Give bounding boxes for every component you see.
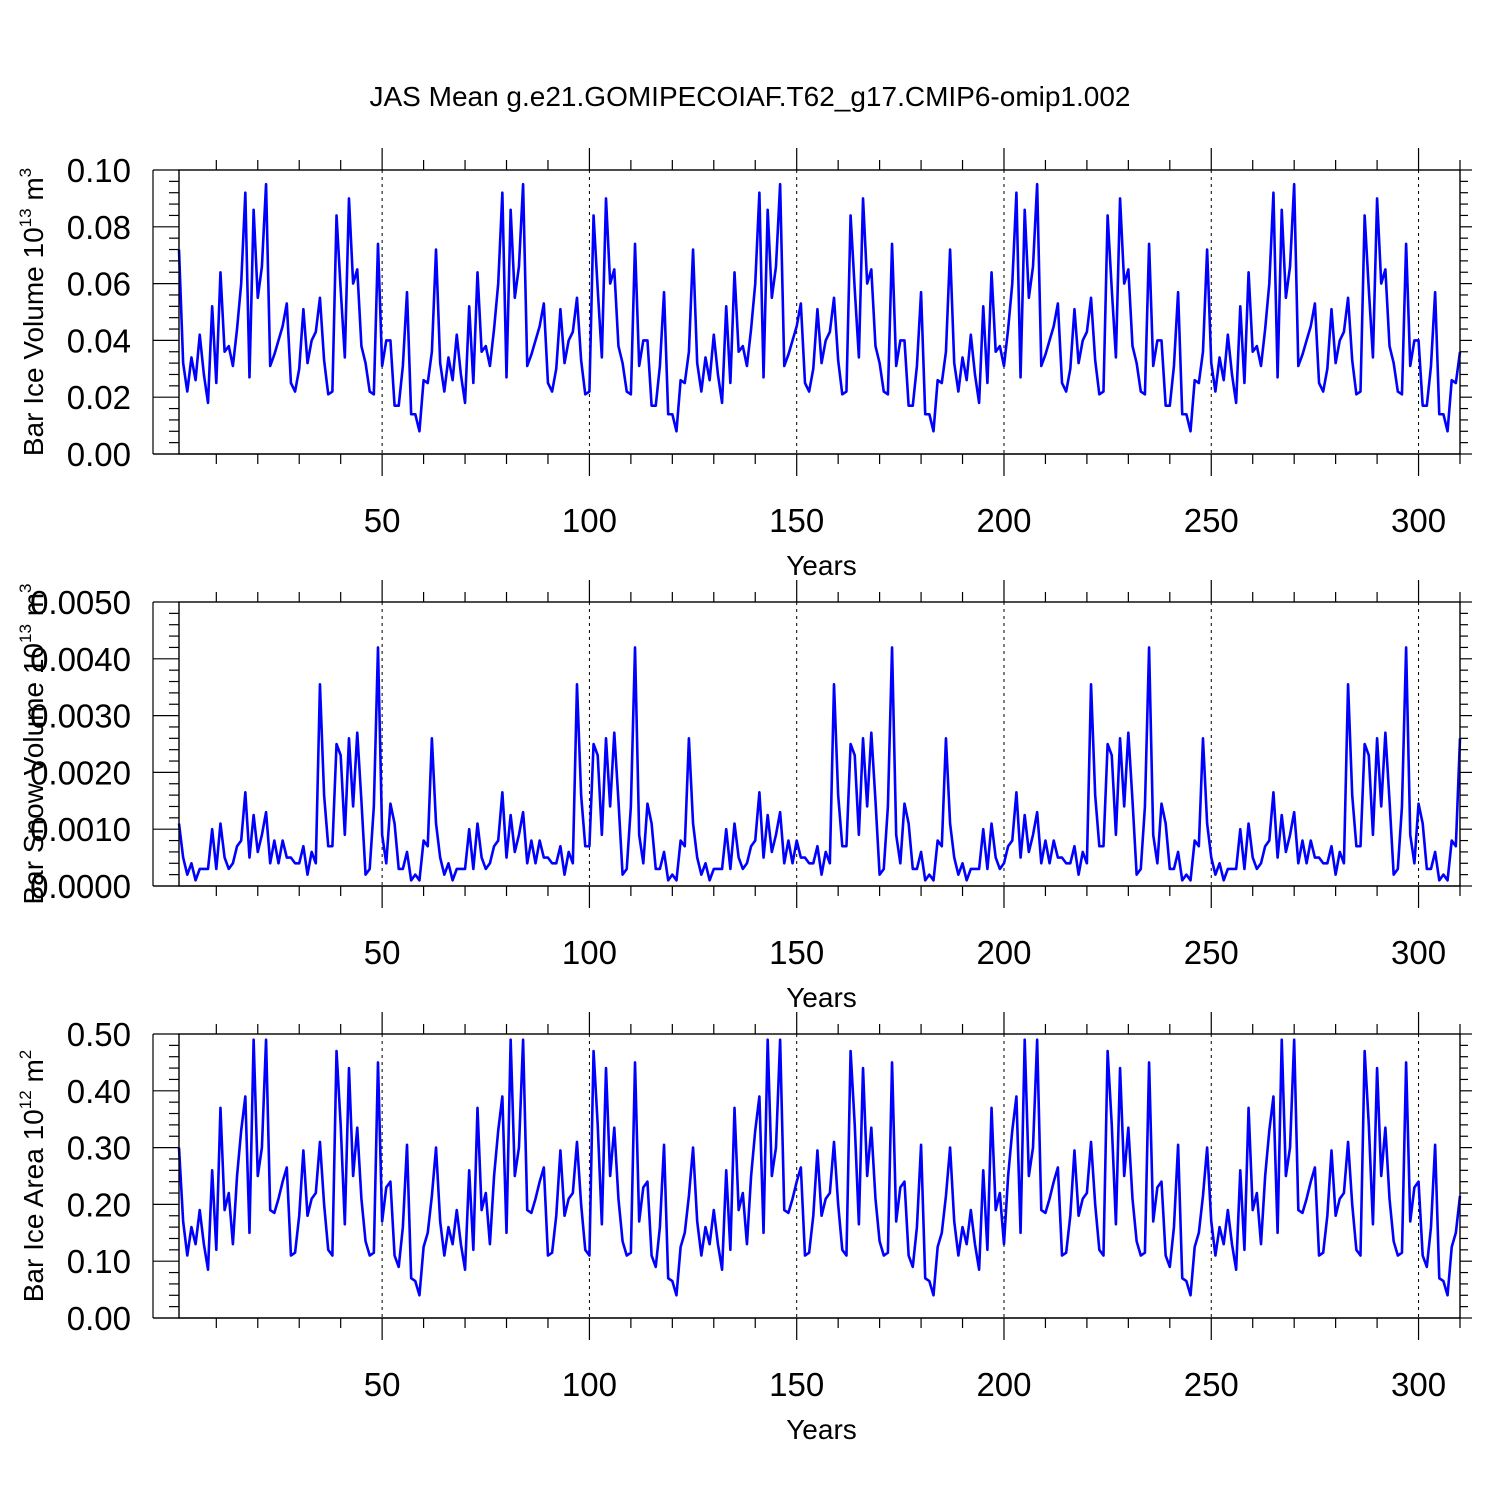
y-tick-label: 0.10 [67, 152, 131, 189]
y-tick-label: 0.0020 [30, 754, 131, 791]
y-axis-title-unit: m [18, 593, 49, 624]
x-tick-label: 250 [1184, 934, 1239, 971]
x-tick-label: 250 [1184, 502, 1239, 539]
panel-bar-snow-volume: 0.0000 0.0010 0.0020 0.0030 0.0040 0.0050 50 10… [16, 580, 1472, 1013]
x-tick-label: 300 [1391, 934, 1446, 971]
y-tick-label: 0.0050 [30, 584, 131, 621]
plot-frame [178, 169, 1461, 455]
x-tick-label: 200 [976, 934, 1031, 971]
x-tick-label: 150 [769, 934, 824, 971]
y-axis-title-exponent: 12 [16, 1090, 35, 1109]
y-axis-title-exponent: 13 [16, 208, 35, 227]
y-tick-label: 0.00 [67, 1300, 131, 1337]
y-axis-title: Bar Snow Volume 1013 m3 [16, 584, 49, 905]
panel-bar-ice-volume: 0.00 0.02 0.04 0.06 0.08 0.10 50 100 150 200 250 30… [16, 148, 1472, 581]
y-tick-label: 0.06 [67, 266, 131, 303]
x-axis-title: Years [786, 1414, 857, 1445]
y-axis-title-exponent: 13 [16, 624, 35, 643]
y-tick-label: 0.10 [67, 1243, 131, 1280]
x-tick-label: 50 [364, 502, 401, 539]
y-tick-label: 0.00 [67, 436, 131, 473]
y-tick-label: 0.0030 [30, 698, 131, 735]
y-axis-title-prefix: Bar Snow Volume 10 [18, 643, 49, 905]
x-tick-label: 100 [562, 934, 617, 971]
y-tick-label: 0.40 [67, 1073, 131, 1110]
panel-bar-ice-area: 0.00 0.10 0.20 0.30 0.40 0.50 50 100 150 200 250 30… [16, 1012, 1472, 1445]
y-tick-label: 0.20 [67, 1186, 131, 1223]
series-line-bar-ice-volume [177, 182, 1462, 433]
x-axis-title: Years [786, 550, 857, 581]
y-axis-title: Bar Ice Volume 1013 m3 [16, 168, 49, 456]
chart-title: JAS Mean g.e21.GOMIPECOIAF.T62_g17.CMIP6… [369, 81, 1130, 112]
y-axis-title-prefix: Bar Ice Area 10 [18, 1109, 49, 1302]
plot-frame [178, 601, 1461, 887]
series-line-bar-ice-area [177, 1038, 1462, 1297]
y-axis-title-unit-exponent: 3 [16, 584, 35, 593]
y-axis-title-unit: m [18, 177, 49, 208]
y-tick-label: 0.50 [67, 1016, 131, 1053]
x-tick-label: 150 [769, 1366, 824, 1403]
y-axis-title-unit-exponent: 3 [16, 168, 35, 177]
x-tick-label: 50 [364, 1366, 401, 1403]
x-tick-label: 200 [976, 1366, 1031, 1403]
y-tick-label: 0.02 [67, 379, 131, 416]
x-tick-label: 150 [769, 502, 824, 539]
x-axis-title: Years [786, 982, 857, 1013]
y-tick-label: 0.0000 [30, 868, 131, 905]
y-tick-label: 0.08 [67, 209, 131, 246]
y-axis-title-unit: m [18, 1059, 49, 1090]
series-line-bar-snow-volume [177, 646, 1462, 882]
x-tick-label: 100 [562, 1366, 617, 1403]
y-tick-label: 0.04 [67, 322, 131, 359]
x-tick-label: 50 [364, 934, 401, 971]
plot-frame [178, 1033, 1461, 1319]
y-tick-label: 0.30 [67, 1130, 131, 1167]
y-tick-label: 0.0040 [30, 641, 131, 678]
x-tick-label: 100 [562, 502, 617, 539]
y-axis-title-prefix: Bar Ice Volume 10 [18, 227, 49, 456]
x-tick-label: 250 [1184, 1366, 1239, 1403]
x-tick-label: 300 [1391, 502, 1446, 539]
y-axis-title: Bar Ice Area 1012 m2 [16, 1050, 49, 1303]
y-tick-label: 0.0010 [30, 811, 131, 848]
y-axis-title-unit-exponent: 2 [16, 1050, 35, 1059]
x-tick-label: 300 [1391, 1366, 1446, 1403]
x-tick-label: 200 [976, 502, 1031, 539]
